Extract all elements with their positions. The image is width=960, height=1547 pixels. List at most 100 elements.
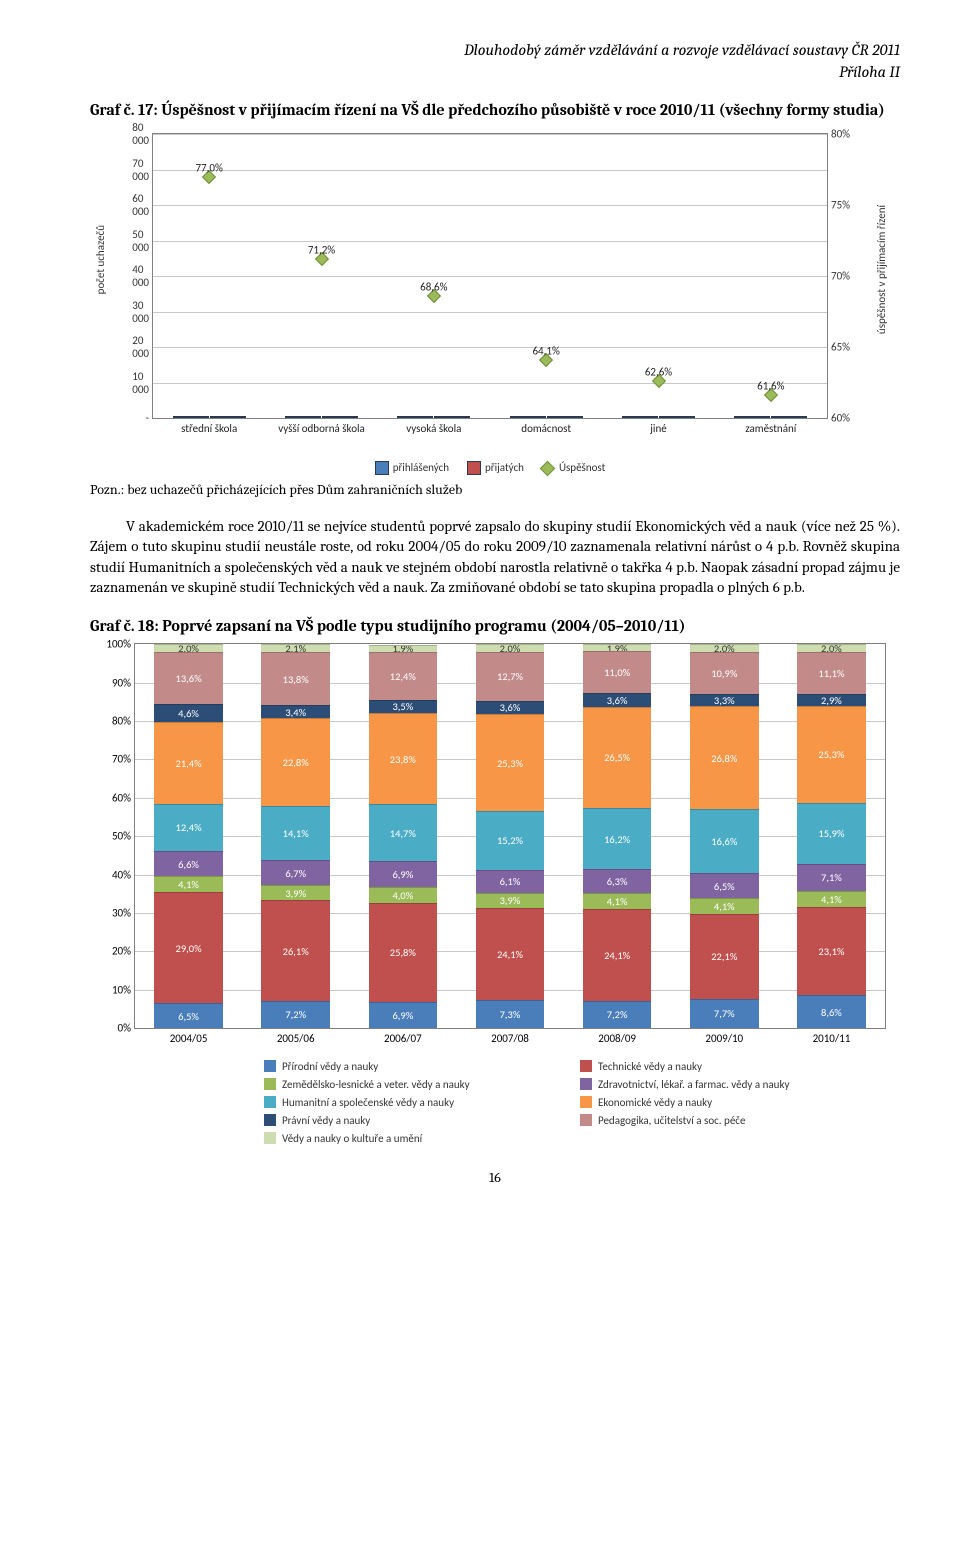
chart1-legend-item: přijatých	[467, 461, 524, 475]
chart2-column: 7,2%24,1%4,1%6,3%16,2%26,5%3,6%11,0%1,9%	[583, 644, 652, 1028]
doc-header: Dlouhodobý záměr vzdělávání a rozvoje vz…	[90, 40, 900, 83]
chart2-column: 6,5%29,0%4,1%6,6%12,4%21,4%4,6%13,6%2,0%	[154, 644, 223, 1028]
chart2-segment: 2,9%	[797, 694, 866, 705]
chart2-segment: 3,9%	[476, 893, 545, 908]
legend-swatch	[580, 1114, 592, 1126]
chart1-ytick: 20 000	[132, 334, 153, 360]
legend-swatch	[264, 1096, 276, 1108]
chart2-segment: 13,6%	[154, 652, 223, 704]
chart2-segment: 12,7%	[476, 652, 545, 701]
chart1-note: Pozn.: bez uchazečů přicházejících přes …	[90, 481, 900, 498]
section18-title: Graf č. 18: Poprvé zapsaní na VŠ podle t…	[90, 617, 900, 635]
chart2-segment: 10,9%	[690, 652, 759, 694]
chart2-legend-item: Technické vědy a nauky	[580, 1057, 886, 1075]
chart2-segment: 3,3%	[690, 694, 759, 707]
chart2-segment: 12,4%	[369, 652, 438, 700]
chart2-ytick: 20%	[112, 945, 135, 958]
chart1-ytick: 80 000	[132, 121, 153, 147]
legend-swatch	[580, 1096, 592, 1108]
chart2-category: 2006/07	[384, 1028, 422, 1045]
chart2-segment: 24,1%	[476, 908, 545, 1000]
chart2-category: 2010/11	[813, 1028, 851, 1045]
chart2-ytick: 30%	[112, 906, 135, 919]
chart2-segment: 22,8%	[261, 718, 330, 805]
chart1-y2-axis-title: úspěšnost v přijímacím řízení	[875, 205, 888, 334]
chart1-pct-label: 62,6%	[645, 366, 672, 379]
chart2-segment: 6,7%	[261, 860, 330, 886]
chart1-y2tick: 65%	[827, 341, 850, 354]
chart2-ytick: 40%	[112, 868, 135, 881]
chart1-ytick: 40 000	[132, 263, 153, 289]
chart2-segment: 7,3%	[476, 1000, 545, 1028]
chart2-legend-item: Pedagogika, učitelství a soc. péče	[580, 1111, 886, 1129]
legend-label: Právní vědy a nauky	[282, 1114, 370, 1127]
chart1-y2tick: 75%	[827, 199, 850, 212]
legend-label: Ekonomické vědy a nauky	[598, 1096, 712, 1109]
chart2-segment: 25,3%	[797, 706, 866, 803]
chart2-ytick: 50%	[112, 830, 135, 843]
chart2-segment: 3,5%	[369, 700, 438, 713]
chart2-ytick: 80%	[112, 714, 135, 727]
chart2-legend-item: Právní vědy a nauky	[264, 1111, 570, 1129]
chart2-segment: 4,0%	[369, 887, 438, 902]
chart2-segment: 11,0%	[583, 651, 652, 693]
chart2-legend-item: Humanitní a společenské vědy a nauky	[264, 1093, 570, 1111]
chart2-segment: 2,0%	[154, 644, 223, 652]
chart1-y2tick: 80%	[827, 128, 850, 141]
chart1-ytick: 70 000	[132, 157, 153, 183]
chart2-ytick: 70%	[112, 753, 135, 766]
chart2-column: 6,9%25,8%4,0%6,9%14,7%23,8%3,5%12,4%1,9%	[369, 644, 438, 1028]
chart2-segment: 4,1%	[583, 893, 652, 909]
legend-swatch	[264, 1114, 276, 1126]
chart2-ytick: 90%	[112, 676, 135, 689]
chart2-legend-item: Vědy a nauky o kultuře a umění	[264, 1129, 570, 1147]
legend-label: Technické vědy a nauky	[598, 1060, 702, 1073]
chart2-segment: 25,3%	[476, 714, 545, 811]
chart1-pct-label: 61,6%	[757, 380, 784, 393]
chart2-column: 8,6%23,1%4,1%7,1%15,9%25,3%2,9%11,1%2,0%	[797, 644, 866, 1028]
chart1-legend: přihlášenýchpřijatýchÚspěšnost	[152, 461, 828, 475]
chart2-segment: 7,2%	[261, 1001, 330, 1029]
chart2-segment: 6,5%	[154, 1003, 223, 1028]
chart2-segment: 14,7%	[369, 804, 438, 860]
chart2-segment: 29,0%	[154, 892, 223, 1003]
chart1-category: zaměstnání	[745, 418, 796, 435]
legend-swatch	[580, 1060, 592, 1072]
chart2-segment: 1,9%	[583, 644, 652, 651]
chart2-legend-item: Zemědělsko-lesnické a veter. vědy a nauk…	[264, 1075, 570, 1093]
chart1-ytick: 30 000	[132, 299, 153, 325]
chart1-ytick: 10 000	[132, 370, 153, 396]
chart2-ytick: 100%	[106, 638, 135, 651]
chart2-segment: 7,7%	[690, 999, 759, 1029]
chart2: 0%10%20%30%40%50%60%70%80%90%100%6,5%29,…	[90, 639, 890, 1149]
chart2-segment: 22,1%	[690, 914, 759, 999]
chart2-legend-item: Zdravotnictví, lékař. a farmac. vědy a n…	[580, 1075, 886, 1093]
chart2-segment: 7,2%	[583, 1001, 652, 1028]
chart2-segment: 13,8%	[261, 652, 330, 705]
chart2-category: 2004/05	[170, 1028, 208, 1045]
chart1-y2tick: 60%	[827, 412, 850, 425]
body-paragraph: V akademickém roce 2010/11 se nejvíce st…	[90, 516, 900, 597]
chart2-segment: 4,6%	[154, 704, 223, 722]
chart1-category: vysoká škola	[406, 418, 461, 435]
legend-label: Pedagogika, učitelství a soc. péče	[598, 1114, 745, 1127]
legend-swatch	[264, 1078, 276, 1090]
chart2-segment: 6,9%	[369, 1002, 438, 1028]
chart2-segment: 14,1%	[261, 806, 330, 860]
page-number: 16	[90, 1169, 900, 1186]
chart1-category: jiné	[650, 418, 666, 435]
chart2-segment: 6,1%	[476, 870, 545, 893]
chart1-plot: -10 00020 00030 00040 00050 00060 00070 …	[152, 133, 828, 419]
chart2-segment: 11,1%	[797, 652, 866, 695]
chart2-ytick: 0%	[118, 1022, 135, 1035]
chart2-segment: 26,8%	[690, 706, 759, 809]
chart2-segment: 24,1%	[583, 909, 652, 1001]
doc-header-line2: Příloha II	[90, 62, 900, 84]
legend-label: Humanitní a společenské vědy a nauky	[282, 1096, 454, 1109]
chart1-y-axis-title: počet uchazečů	[94, 225, 107, 294]
chart2-segment: 26,1%	[261, 900, 330, 1000]
chart2-segment: 15,2%	[476, 811, 545, 869]
chart2-segment: 23,1%	[797, 907, 866, 996]
chart2-segment: 1,9%	[369, 645, 438, 652]
chart1-legend-item: přihlášených	[375, 461, 449, 475]
